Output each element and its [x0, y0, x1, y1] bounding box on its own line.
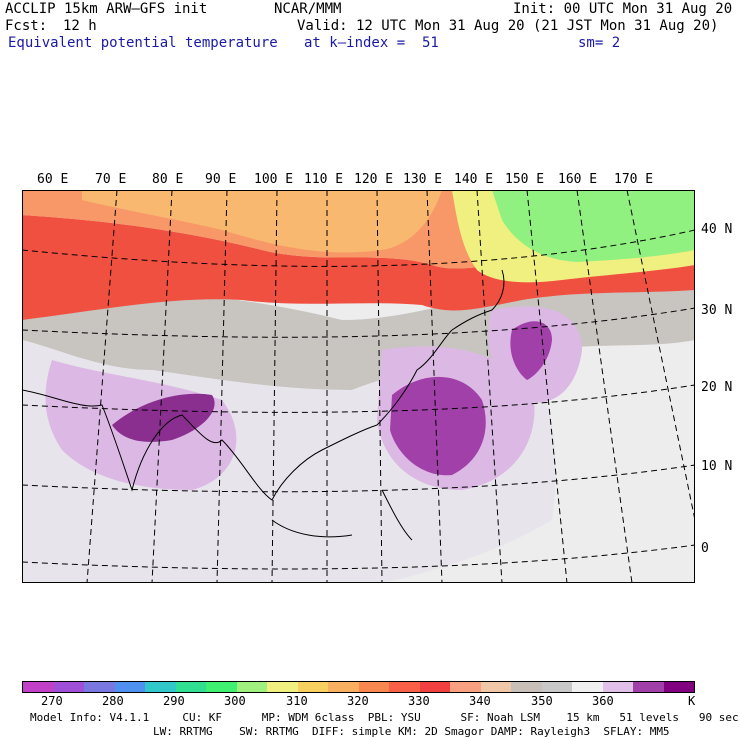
colorbar-segment	[114, 682, 145, 692]
colorbar-tick: 310	[286, 694, 308, 708]
lon-label: 70 E	[95, 172, 127, 187]
high-theta-core	[112, 393, 215, 442]
colorbar-segment	[236, 682, 267, 692]
lon-label: 90 E	[205, 172, 237, 187]
colorbar-segment	[84, 682, 115, 692]
colorbar-segment	[358, 682, 389, 692]
center-label: NCAR/MMM	[274, 1, 342, 17]
colorbar-unit: K	[688, 694, 696, 708]
colorbar	[22, 681, 695, 693]
colorbar-tick: 290	[163, 694, 185, 708]
graticule	[22, 190, 695, 583]
valid-time: Valid: 12 UTC Mon 31 Aug 20 (21 JST Mon …	[297, 18, 719, 34]
forecast-hour: 12 h	[63, 18, 97, 34]
forecast-label: Fcst:	[5, 18, 48, 34]
colorbar-segment	[633, 682, 664, 692]
colorbar-segment	[541, 682, 572, 692]
lat-label: 20 N	[701, 380, 733, 395]
high-theta-core	[510, 321, 552, 380]
colorbar-segment	[663, 682, 694, 692]
colorbar-segment	[389, 682, 420, 692]
lon-label: 100 E	[254, 172, 294, 187]
lat-label: 0	[701, 541, 709, 556]
colorbar-segment	[267, 682, 298, 692]
colorbar-tick: 280	[102, 694, 124, 708]
colorbar-segment	[602, 682, 633, 692]
lon-label: 130 E	[403, 172, 443, 187]
level-index: at k–index = 51	[304, 35, 439, 51]
lon-label: 120 E	[354, 172, 394, 187]
colorbar-tick: 270	[41, 694, 63, 708]
colorbar-segment	[480, 682, 511, 692]
tan-region	[82, 190, 442, 253]
colorbar-tick: 350	[531, 694, 553, 708]
colorbar-tick: 340	[469, 694, 491, 708]
colorbar-tick: 330	[408, 694, 430, 708]
lon-label: 80 E	[152, 172, 184, 187]
colorbar-segment	[297, 682, 328, 692]
colorbar-segment	[206, 682, 237, 692]
colorbar-tick: 360	[592, 694, 614, 708]
colorbar-segment	[511, 682, 542, 692]
lon-label: 140 E	[454, 172, 494, 187]
colorbar-segment	[419, 682, 450, 692]
colorbar-segment	[572, 682, 603, 692]
smoothing-label: sm= 2	[578, 35, 621, 51]
colorbar-tick: 300	[224, 694, 246, 708]
colorbar-segment	[23, 682, 54, 692]
green-region	[492, 190, 695, 262]
model-title: ACCLIP 15km ARW–GFS init	[5, 1, 208, 17]
model-info-line2: LW: RRTMG SW: RRTMG DIFF: simple KM: 2D …	[153, 725, 670, 738]
map-panel	[22, 190, 695, 583]
field-name: Equivalent potential temperature	[8, 35, 278, 51]
lat-label: 10 N	[701, 459, 733, 474]
lon-label: 170 E	[614, 172, 654, 187]
map-border	[22, 190, 695, 583]
coastlines	[22, 269, 505, 541]
colorbar-segment	[53, 682, 84, 692]
colorbar-segment	[175, 682, 206, 692]
colorbar-segment	[450, 682, 481, 692]
red-band	[22, 215, 695, 320]
colorbar-tick: 320	[347, 694, 369, 708]
lon-label: 60 E	[37, 172, 69, 187]
init-time: Init: 00 UTC Mon 31 Aug 20	[513, 1, 733, 17]
lon-label: 150 E	[505, 172, 545, 187]
colorbar-segment	[328, 682, 359, 692]
colorbar-segment	[145, 682, 176, 692]
lon-label: 110 E	[304, 172, 344, 187]
model-info-line1: Model Info: V4.1.1 CU: KF MP: WDM 6class…	[30, 711, 739, 724]
lon-label: 160 E	[558, 172, 598, 187]
lat-label: 40 N	[701, 222, 733, 237]
lat-label: 30 N	[701, 303, 733, 318]
typhoon-core	[390, 376, 486, 476]
